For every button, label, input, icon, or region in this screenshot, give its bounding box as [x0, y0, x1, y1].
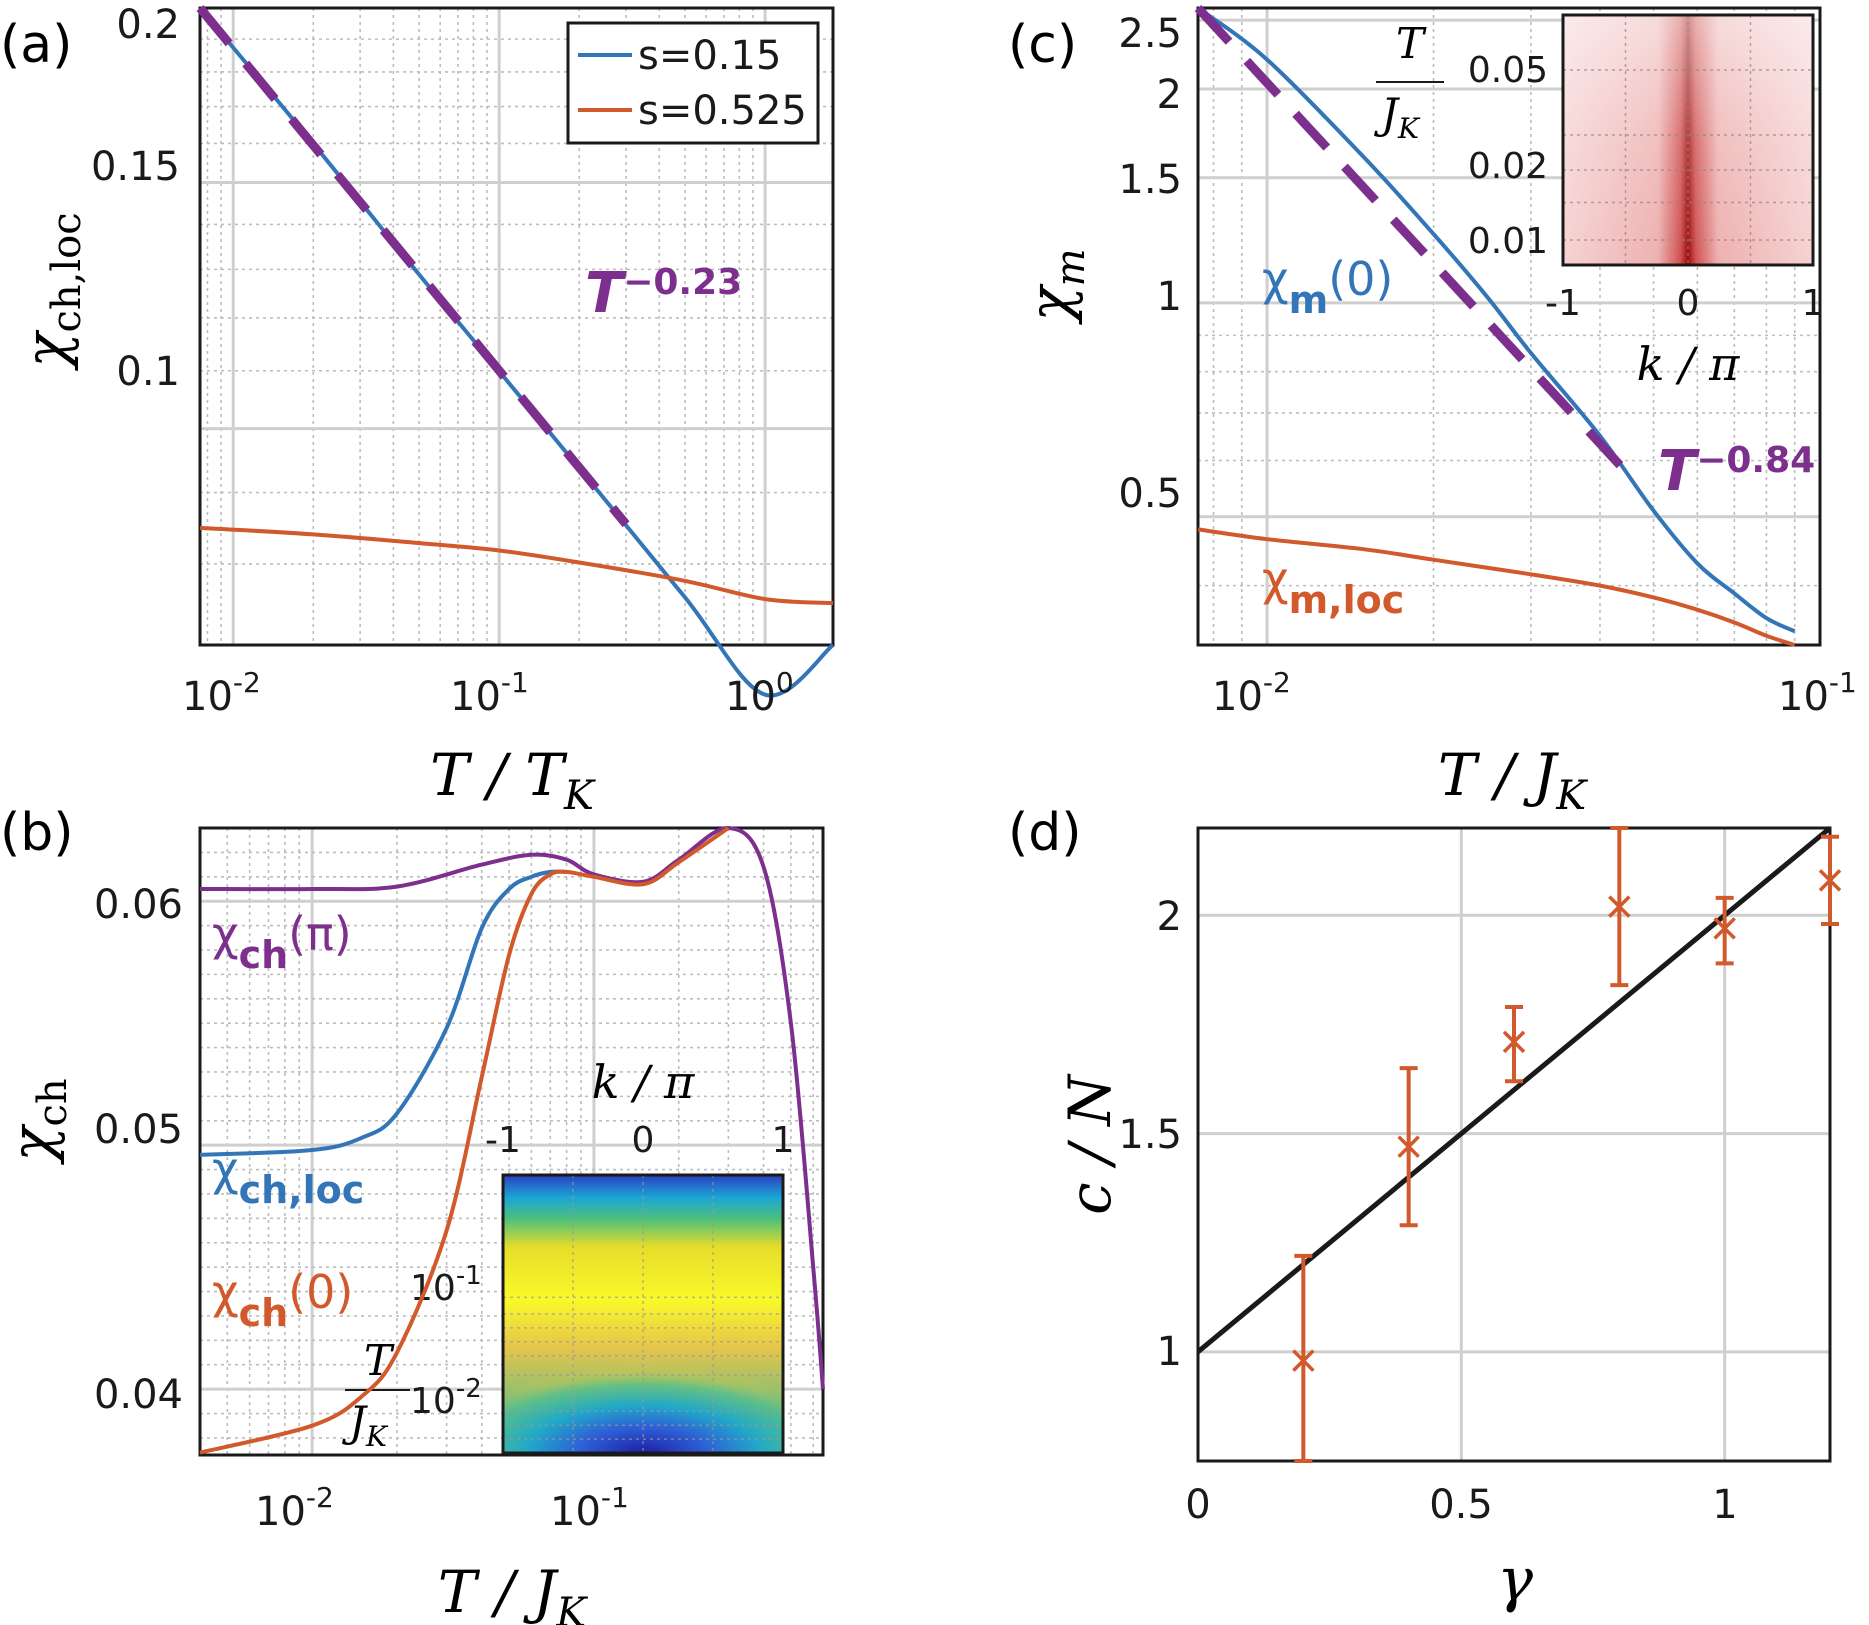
panel-c-ytick: 0.5 — [1118, 471, 1182, 517]
panel-b-inset-grid — [503, 1175, 783, 1453]
panel-b-series-chi-pi — [199, 826, 825, 1390]
panel-d-label: (d) — [1008, 803, 1082, 863]
panel-b-inset-xtick: -1 — [485, 1120, 521, 1161]
panel-d: (d) 2 1.5 1 0 0.5 1 γ c / N — [1008, 803, 1842, 1615]
panel-c-inset: 0.05 0.02 0.01 -1 0 1 k / π T JK — [1373, 13, 1825, 391]
panel-c-label-chi-zero: χm(0) — [1262, 252, 1393, 322]
legend-item: s=0.15 — [638, 33, 781, 79]
panel-a-xtick: 10-1 — [450, 666, 529, 720]
panel-a-legend: s=0.15 s=0.525 — [566, 21, 820, 145]
panel-b-ylabel: χch — [0, 1078, 76, 1165]
panel-d-data-point — [1397, 1135, 1420, 1158]
panel-b-inset-ytick: 10-2 — [410, 1374, 482, 1422]
panel-a-powerlaw-dashed — [196, 5, 630, 528]
panel-b-label-chi-zero: χch(0) — [212, 1265, 353, 1335]
panel-a: (a) 0.2 0.15 0.1 10-2 10-1 100 T / TK χc… — [0, 2, 835, 819]
panel-b-xtick: 10-1 — [550, 1481, 629, 1535]
panel-b-label-chi-loc: χch,loc — [212, 1142, 364, 1212]
panel-a-axes-box — [198, 6, 835, 647]
panel-c-inset-ytick: 0.01 — [1468, 221, 1548, 262]
panel-d-axes-box — [1196, 826, 1832, 1463]
panel-a-ylabel: χch,loc — [12, 212, 90, 371]
panel-c-label-chi-loc: χm,loc — [1262, 552, 1404, 622]
panel-d-data-point — [1608, 895, 1631, 918]
panel-d-marks — [1196, 826, 1842, 1463]
panel-c-inset-ylabel-den: JK — [1373, 89, 1421, 145]
panel-b-xlabel: T / JK — [438, 1558, 588, 1625]
panel-d-grid — [1198, 828, 1830, 1461]
panel-a-curves — [196, 5, 835, 698]
panel-d-xtick: 0.5 — [1429, 1482, 1493, 1528]
panel-b-axes-box — [198, 826, 825, 1457]
panel-c-inset-box — [1561, 13, 1815, 267]
panel-b-ytick: 0.06 — [94, 882, 183, 928]
panel-a-ytick: 0.2 — [116, 2, 180, 48]
panel-c-series-chi-m0 — [1196, 6, 1796, 634]
panel-d-xtick: 0 — [1185, 1482, 1210, 1528]
panel-d-data-point — [1818, 869, 1842, 892]
panel-c-xtick: 10-2 — [1212, 666, 1291, 720]
panel-d-xlabel: γ — [1497, 1545, 1533, 1615]
panel-c-axes-box — [1196, 6, 1822, 647]
panel-d-xtick: 1 — [1712, 1482, 1737, 1528]
panel-c-label: (c) — [1008, 15, 1077, 75]
panel-c-inset-ylabel-num: T — [1396, 19, 1427, 68]
panel-c-inset-xtick: 1 — [1802, 283, 1825, 324]
panel-c-ytick: 1 — [1157, 274, 1182, 320]
panel-c-powerlaw-dashed — [1194, 4, 1632, 478]
panel-d-ytick: 1 — [1157, 1329, 1182, 1375]
panel-d-data-point — [1713, 917, 1736, 940]
panel-b-inset-ytick: 10-1 — [410, 1261, 482, 1309]
panel-b-label-chi-pi: χch(π) — [212, 907, 352, 977]
panel-b-xtick: 10-2 — [255, 1481, 334, 1535]
panel-c-inset-xtick: -1 — [1545, 283, 1581, 324]
panel-b-series-chi-zero — [199, 826, 730, 1455]
panel-b-curves — [199, 826, 825, 1455]
panel-c-ytick: 2 — [1157, 72, 1182, 118]
panel-d-ytick: 2 — [1157, 894, 1182, 940]
panel-b-label: (b) — [0, 803, 74, 863]
panel-c-inset-xlabel: k / π — [1637, 337, 1741, 391]
panel-d-data-point — [1292, 1349, 1315, 1372]
panel-a-power-law-annotation: T−0.23 — [585, 261, 742, 326]
panel-a-xlabel: T / TK — [430, 741, 596, 819]
panel-b-series-chi-loc — [199, 869, 567, 1157]
panel-a-xtick: 10-2 — [182, 666, 261, 720]
panel-a-xtick: 100 — [725, 666, 794, 720]
panel-c-inset-ytick: 0.02 — [1468, 146, 1548, 187]
panel-b-inset-xlabel: k / π — [592, 1055, 696, 1109]
panel-c-power-law-annotation: T−0.84 — [1658, 439, 1815, 504]
panel-d-ytick: 1.5 — [1118, 1112, 1182, 1158]
panel-b-ytick: 0.05 — [94, 1107, 183, 1153]
panel-a-series-s0525 — [199, 525, 834, 606]
panel-b-inset: k / π -1 0 1 10-1 10-2 T JK — [341, 1055, 795, 1455]
panel-d-data-point — [1502, 1030, 1526, 1054]
panel-b-inset-xtick: 0 — [632, 1120, 655, 1161]
panel-c-ylabel: χm — [1016, 248, 1094, 325]
panel-a-ytick: 0.1 — [116, 349, 180, 395]
panel-d-fit-line — [1196, 826, 1832, 1354]
panel-c-xtick: 10-1 — [1778, 666, 1857, 720]
panel-c-inset-heatmap-fade — [1563, 15, 1813, 265]
panel-c-ytick: 2.5 — [1118, 11, 1182, 57]
panel-a-label: (a) — [0, 15, 72, 75]
panel-b-ytick: 0.04 — [94, 1372, 183, 1418]
panel-b: (b) k / π -1 0 1 10-1 10-2 T JK 0.06 0.0… — [0, 803, 825, 1625]
panel-c-inset-ytick: 0.05 — [1468, 50, 1548, 91]
panel-c-inset-xtick: 0 — [1677, 283, 1700, 324]
panel-a-ytick: 0.15 — [91, 144, 180, 190]
panel-b-inset-ylabel-num: T — [364, 1336, 395, 1385]
panel-b-inset-xtick: 1 — [772, 1120, 795, 1161]
panel-b-inset-box — [501, 1173, 785, 1455]
panel-d-ylabel: c / N — [1056, 1073, 1124, 1215]
legend-box — [566, 21, 820, 145]
panel-c-ytick: 1.5 — [1118, 157, 1182, 203]
panel-c-series-chi-mloc — [1197, 527, 1796, 647]
legend-item: s=0.525 — [638, 88, 807, 134]
panel-c-xlabel: T / JK — [1438, 741, 1588, 819]
panel-c: (c) 0.05 0.02 0.01 -1 0 1 k / π T JK 2.5… — [1008, 4, 1857, 819]
panel-c-curves — [1194, 4, 1796, 647]
